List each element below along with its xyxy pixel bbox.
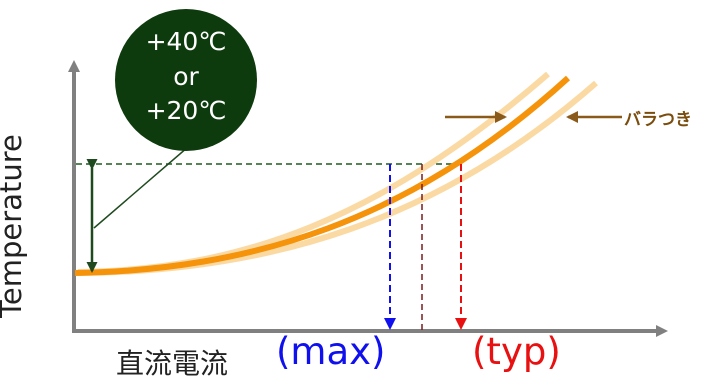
typ-label: (typ) <box>472 330 561 373</box>
callout-line <box>94 147 188 228</box>
bubble-line-1: +40℃ <box>120 25 252 58</box>
bubble-line-2: or <box>120 60 252 93</box>
x-axis-label: 直流電流 <box>116 342 228 382</box>
y-axis-label: Temperature <box>0 134 28 318</box>
variation-label: バラつき <box>624 105 692 130</box>
bubble-line-3: +20℃ <box>120 94 252 127</box>
max-label: (max) <box>276 330 385 373</box>
